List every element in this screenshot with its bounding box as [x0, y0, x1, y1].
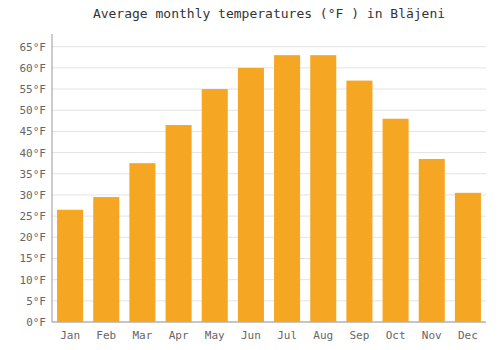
grid-line	[52, 67, 486, 68]
y-tick-label: 60°F	[20, 62, 47, 75]
x-tick-label: Oct	[386, 329, 406, 342]
grid-line	[52, 89, 486, 90]
x-tick-label: Mar	[132, 329, 152, 342]
y-tick-label: 50°F	[20, 104, 47, 117]
y-tick-label: 20°F	[20, 231, 47, 244]
y-tick-label: 65°F	[20, 41, 47, 54]
bar	[346, 81, 372, 322]
x-axis: Jan Feb Mar Apr May Jun Jul Aug Sep Oct Nov Dec	[60, 329, 478, 342]
bar	[419, 159, 445, 322]
x-tick-label: May	[205, 329, 225, 342]
y-axis-line	[52, 34, 53, 322]
bars	[57, 55, 481, 322]
grid-line	[52, 152, 486, 153]
bar	[274, 55, 300, 322]
bar	[202, 89, 228, 322]
bar	[383, 119, 409, 322]
grid-line	[52, 110, 486, 111]
y-tick-label: 0°F	[26, 316, 46, 329]
bar	[166, 125, 192, 322]
grid	[52, 47, 486, 322]
bar	[238, 68, 264, 322]
x-tick-label: Sep	[349, 329, 369, 342]
y-tick-label: 5°F	[26, 295, 46, 308]
y-axis: 0°F 5°F 10°F 15°F 20°F 25°F 30°F 35°F 40°F 45°F 50…	[20, 41, 47, 329]
bar	[57, 210, 83, 322]
x-tick-label: Jul	[277, 329, 297, 342]
chart: Average monthly temperatures (°F ) in Bl…	[0, 0, 500, 350]
grid-line	[52, 46, 486, 47]
x-tick-label: Jan	[60, 329, 80, 342]
y-tick-label: 55°F	[20, 83, 47, 96]
title: Average monthly temperatures (°F ) in Bl…	[93, 6, 445, 21]
y-tick-label: 30°F	[20, 189, 47, 202]
x-tick-label: Feb	[96, 329, 116, 342]
y-tick-label: 40°F	[20, 147, 47, 160]
y-tick-label: 45°F	[20, 125, 47, 138]
bar	[310, 55, 336, 322]
x-tick-label: Aug	[313, 329, 333, 342]
bar	[129, 163, 155, 322]
y-tick-label: 10°F	[20, 274, 47, 287]
x-tick-label: Nov	[422, 329, 442, 342]
y-tick-label: 25°F	[20, 210, 47, 223]
x-tick-label: Jun	[241, 329, 261, 342]
bar	[93, 197, 119, 322]
bar	[455, 193, 481, 322]
y-tick-label: 15°F	[20, 252, 47, 265]
grid-line	[52, 131, 486, 132]
x-tick-label: Apr	[169, 329, 189, 342]
x-tick-label: Dec	[458, 329, 478, 342]
y-tick-label: 35°F	[20, 168, 47, 181]
